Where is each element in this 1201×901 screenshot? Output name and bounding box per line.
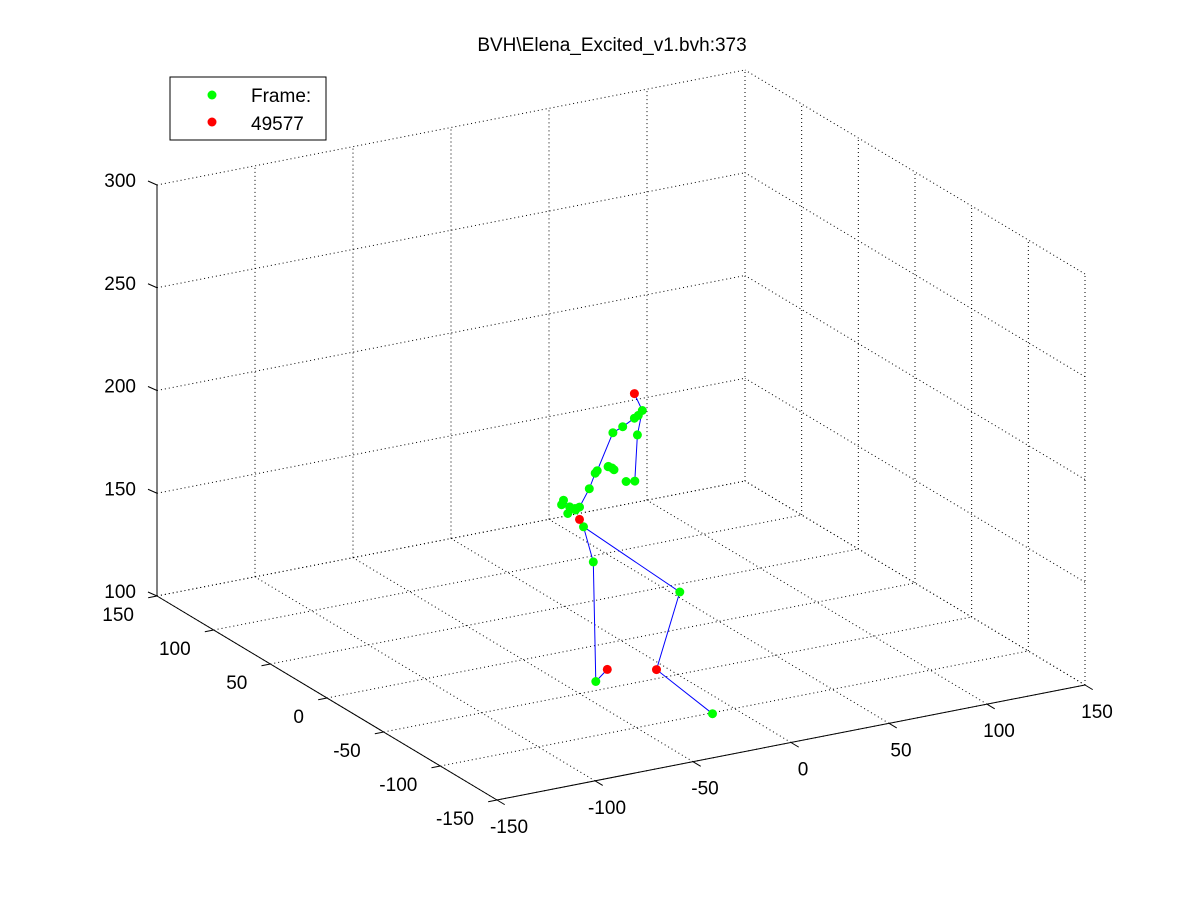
- z-tick-mark: [147, 591, 158, 597]
- x-tick-mark: [594, 780, 603, 786]
- x-tick-mark: [1084, 684, 1093, 691]
- joint-point-green: [590, 468, 600, 478]
- joint-point-green: [563, 509, 573, 518]
- joint-point-green: [618, 422, 628, 432]
- joint-point-green: [591, 677, 601, 686]
- grid-line-floor-x: [352, 557, 694, 763]
- x-tick-mark: [692, 761, 701, 767]
- joint-point-green: [629, 413, 639, 423]
- x-tick-mark: [986, 703, 995, 710]
- joint-point-green: [557, 500, 567, 510]
- joint-point-green: [621, 477, 631, 486]
- z-tick-label: 200: [104, 377, 136, 398]
- z-tick-label: 300: [104, 171, 136, 192]
- y-tick-mark: [374, 731, 384, 735]
- x-tick-label: 50: [890, 740, 911, 761]
- y-tick-label: 50: [226, 673, 247, 694]
- y-tick-label: -100: [379, 775, 417, 796]
- x-tick-label: 0: [798, 760, 809, 781]
- legend: Frame: 49577: [169, 76, 327, 141]
- bone-segment: [583, 526, 713, 715]
- y-tick-label: -50: [333, 741, 360, 762]
- bone-segment: [579, 519, 608, 683]
- x-tick-label: 100: [983, 721, 1015, 742]
- joint-point-green: [608, 428, 618, 438]
- y-tick-mark: [488, 799, 498, 803]
- grid-line-floor-y: [326, 582, 916, 699]
- joint-point-green: [570, 504, 580, 513]
- grid-line-floor-x: [646, 499, 988, 705]
- z-tick-label: 100: [104, 582, 136, 603]
- y-tick-mark: [261, 663, 271, 667]
- legend-label-frame-number: 49577: [251, 114, 304, 135]
- axes: [147, 180, 1093, 806]
- y-tick-mark: [318, 697, 328, 701]
- grid-line-back-z: [156, 275, 746, 391]
- grid-line-floor-x: [450, 538, 792, 743]
- z-tick-mark: [147, 283, 158, 289]
- grid-line-side-z: [744, 69, 1086, 275]
- grid-line-back-z: [156, 377, 746, 494]
- y-tick-mark: [431, 765, 441, 769]
- grid-line-side-z: [744, 377, 1086, 583]
- tick-labels: -150-100-50050100150-150-100-50050100150…: [102, 171, 1113, 838]
- joint-point-green: [584, 484, 594, 494]
- x-tick-mark: [496, 799, 505, 806]
- joint-point-red: [629, 389, 639, 399]
- y-tick-label: 100: [159, 639, 191, 660]
- grid-lines: [156, 69, 1086, 801]
- y-tick-label: 0: [293, 707, 304, 728]
- legend-marker-frame: [207, 90, 217, 100]
- joint-point-red: [602, 664, 612, 674]
- y-tick-label: -150: [436, 809, 474, 830]
- joint-point-red: [652, 665, 661, 675]
- z-tick-mark: [147, 386, 158, 391]
- x-tick-label: -100: [588, 798, 626, 819]
- joint-point-green: [632, 430, 642, 440]
- x-tick-label: 150: [1081, 702, 1113, 723]
- x-tick-mark: [790, 742, 799, 748]
- joint-point-green: [708, 709, 717, 719]
- x-tick-mark: [888, 722, 897, 729]
- joint-point-green: [579, 522, 588, 532]
- grid-line-floor-x: [254, 576, 596, 782]
- x-tick-label: -150: [490, 817, 528, 838]
- grid-line-floor-x: [548, 518, 890, 724]
- skeleton-bones: [563, 393, 713, 715]
- y-tick-mark: [148, 595, 158, 599]
- joint-point-green: [630, 476, 640, 486]
- z-tick-mark: [147, 488, 158, 494]
- chart-title: BVH\Elena_Excited_v1.bvh:373: [477, 35, 746, 56]
- joint-point-green: [588, 557, 598, 567]
- z-tick-mark: [147, 180, 158, 186]
- y-tick-mark: [204, 629, 214, 633]
- x-tick-label: -50: [691, 779, 718, 800]
- grid-line-floor-y: [440, 650, 1029, 767]
- z-tick-label: 250: [104, 274, 136, 295]
- legend-box: [169, 76, 327, 141]
- legend-label-frame: Frame:: [251, 86, 311, 107]
- legend-marker-frame-number: [207, 117, 217, 127]
- z-tick-label: 150: [104, 479, 136, 500]
- joint-markers: [557, 389, 717, 719]
- joint-point-green: [603, 461, 613, 471]
- y-tick-label: 150: [102, 605, 134, 626]
- joint-point-green: [675, 587, 685, 597]
- grid-line-floor-y: [213, 514, 802, 631]
- joint-point-red: [575, 514, 584, 524]
